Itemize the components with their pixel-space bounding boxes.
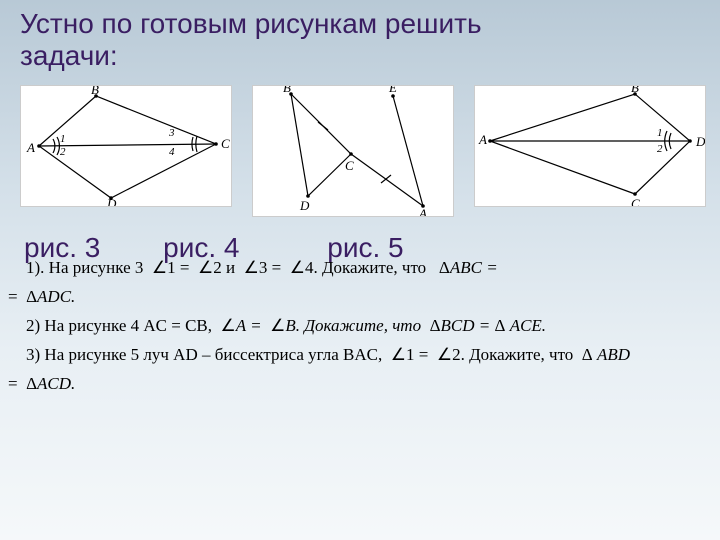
problem-text: 1). На рисунке 3 ∠1 = ∠2 и ∠3 = ∠4. Дока… xyxy=(8,254,712,398)
pt-C: C xyxy=(345,158,354,173)
pt-D: D xyxy=(695,134,706,149)
angle-icon: ∠ xyxy=(285,258,305,277)
angle-icon: ∠ xyxy=(433,345,453,364)
triangle-icon: Δ xyxy=(425,316,440,335)
pt-C: C xyxy=(221,136,230,151)
angle-icon: ∠ xyxy=(216,316,236,335)
angle-1: 1 xyxy=(60,133,66,145)
pt-A: A xyxy=(418,206,427,217)
pt-D: D xyxy=(106,196,117,207)
pt-A: A xyxy=(26,140,35,155)
triangle-icon: Δ xyxy=(22,287,37,306)
pt-B: B xyxy=(283,85,291,95)
angle-1: 1 xyxy=(657,127,663,139)
problem-2: 2) На рисунке 4 AC = CB, ∠A = ∠B. Докажи… xyxy=(8,312,712,341)
triangle-icon: Δ xyxy=(578,345,597,364)
diagram-5: A B D C 1 2 xyxy=(474,85,706,207)
angle-icon: ∠ xyxy=(386,345,406,364)
pt-E: E xyxy=(388,85,397,95)
pt-B: B xyxy=(631,85,639,95)
triangle-icon: Δ xyxy=(430,258,449,277)
angle-icon: ∠ xyxy=(239,258,259,277)
title-line-2: задачи: xyxy=(20,40,118,71)
problem-1-line2: = ΔADC. xyxy=(8,283,712,312)
angle-icon: ∠ xyxy=(194,258,214,277)
angle-3: 3 xyxy=(168,127,175,139)
angle-icon: ∠ xyxy=(148,258,168,277)
diagram-3: A B C D 1 2 3 4 xyxy=(20,85,232,207)
triangle-icon: Δ xyxy=(22,374,37,393)
angle-2: 2 xyxy=(657,143,663,155)
pt-B: B xyxy=(91,85,99,97)
angle-icon: ∠ xyxy=(266,316,286,335)
problem-3-line2: = ΔACD. xyxy=(8,370,712,399)
title-line-1: Устно по готовым рисункам решить xyxy=(20,8,482,39)
pt-A: A xyxy=(478,132,487,147)
problem-3-line1: 3) На рисунке 5 луч AD – биссектриса угл… xyxy=(8,341,712,370)
problem-1-line1: 1). На рисунке 3 ∠1 = ∠2 и ∠3 = ∠4. Дока… xyxy=(8,254,712,283)
pt-C: C xyxy=(631,196,640,207)
angle-4: 4 xyxy=(169,146,175,158)
triangle-icon: Δ xyxy=(495,316,510,335)
diagram-row: A B C D 1 2 3 4 B D C E A xyxy=(20,85,706,217)
angle-2: 2 xyxy=(60,146,66,158)
slide-title: Устно по готовым рисункам решить задачи: xyxy=(20,8,482,72)
diagram-4: B D C E A xyxy=(252,85,454,217)
pt-D: D xyxy=(299,198,310,213)
